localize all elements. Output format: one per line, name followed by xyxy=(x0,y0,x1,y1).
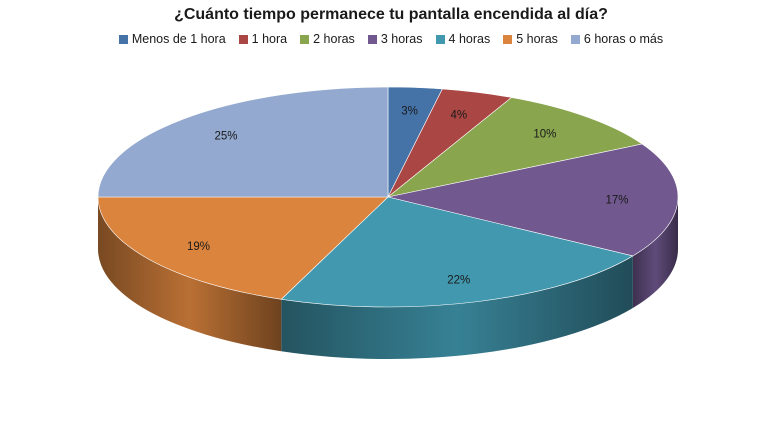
pie-slice-label: 22% xyxy=(447,275,470,287)
legend-swatch xyxy=(238,34,248,44)
legend-label: Menos de 1 hora xyxy=(131,32,226,46)
pie-side-group xyxy=(98,197,678,359)
legend-item: 3 horas xyxy=(367,32,423,46)
chart-legend: Menos de 1 hora 1 hora 2 horas 3 horas 4 hor… xyxy=(0,32,782,46)
legend-item: 5 horas xyxy=(503,32,558,46)
pie-slice xyxy=(97,196,389,300)
legend-item: 2 horas xyxy=(300,32,355,46)
pie-slice-side xyxy=(98,197,282,352)
legend-swatch xyxy=(118,34,128,44)
legend-item: 1 hora xyxy=(238,32,288,46)
legend-label: 2 horas xyxy=(313,32,355,46)
pie-slice-side xyxy=(632,197,678,308)
pie-slice-side xyxy=(281,255,633,359)
pie-slice xyxy=(280,196,634,308)
pie-slice-label: 25% xyxy=(214,131,237,143)
legend-label: 5 horas xyxy=(516,32,558,46)
legend-item: 6 horas o más xyxy=(570,32,664,46)
pie-slice-label: 4% xyxy=(450,109,467,121)
legend-swatch xyxy=(367,34,377,44)
pie-slice-label: 10% xyxy=(533,129,556,141)
legend-item: Menos de 1 hora xyxy=(118,32,226,46)
pie-slice-label: 19% xyxy=(187,241,210,253)
legend-label: 1 hora xyxy=(251,32,288,46)
legend-swatch xyxy=(503,34,513,44)
legend-swatch xyxy=(300,34,310,44)
chart-title: ¿Cuánto tiempo permanece tu pantalla enc… xyxy=(174,6,608,23)
legend-swatch xyxy=(570,34,580,44)
pie-slice xyxy=(387,143,679,257)
pie-slice xyxy=(387,97,643,198)
legend-label: 3 horas xyxy=(380,32,423,46)
pie-top-group xyxy=(97,86,679,308)
pie-slice-label: 3% xyxy=(401,105,418,117)
legend-swatch xyxy=(435,34,445,44)
pie-slice xyxy=(97,86,389,198)
legend-label: 6 horas o más xyxy=(583,32,664,46)
legend-item: 4 horas xyxy=(435,32,491,46)
pie-labels-group: 3% 4% 10% 17% 22% 19% 25% xyxy=(187,105,629,286)
legend-label: 4 horas xyxy=(448,32,491,46)
pie-slice-label: 17% xyxy=(605,195,628,207)
